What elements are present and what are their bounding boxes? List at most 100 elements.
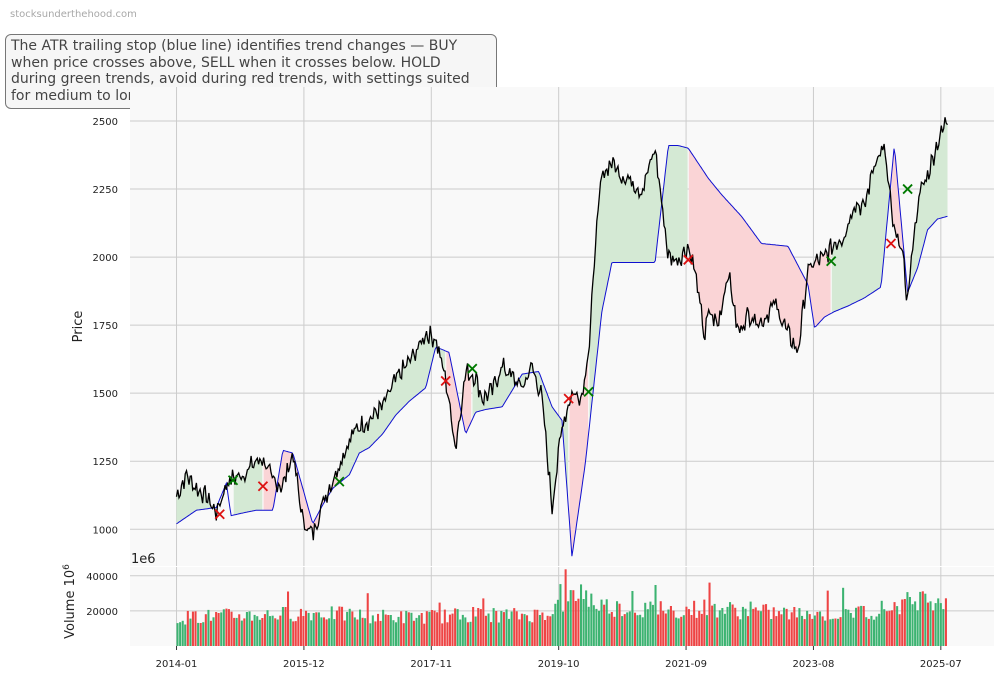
- volume-bar: [279, 615, 282, 646]
- volume-bar: [297, 616, 300, 646]
- volume-bar: [474, 616, 477, 646]
- volume-bar: [284, 607, 287, 646]
- volume-bar: [834, 618, 837, 646]
- volume-bar: [587, 606, 590, 646]
- price-tick-label: 1500: [93, 389, 118, 400]
- volume-bar: [926, 602, 929, 646]
- volume-bar: [338, 606, 341, 646]
- volume-bar: [911, 604, 914, 646]
- volume-bar: [482, 598, 485, 646]
- x-tick-label: 2025-07: [920, 659, 962, 670]
- price-tick-label: 1750: [93, 321, 118, 332]
- volume-bar: [803, 619, 806, 646]
- volume-bar: [682, 615, 685, 646]
- volume-bar: [772, 607, 775, 646]
- price-panel: 1000 1250 1500 1750 2000 2250 2500 Price: [71, 87, 994, 566]
- volume-axis-label: Volume 106: [62, 564, 78, 639]
- volume-bar: [410, 612, 413, 646]
- sell-signal-marker: [683, 254, 694, 265]
- volume-bar: [276, 619, 279, 646]
- volume-bar: [325, 619, 328, 646]
- volume-bar: [729, 602, 732, 646]
- volume-bar: [248, 611, 251, 646]
- volume-bar: [533, 609, 536, 646]
- volume-bar: [613, 616, 616, 646]
- volume-bar: [592, 605, 595, 646]
- volume-bar: [348, 608, 351, 646]
- volume-bar: [292, 621, 295, 646]
- volume-bar: [626, 612, 629, 646]
- volume-bar: [225, 608, 228, 646]
- volume-bar: [685, 606, 688, 646]
- x-tick-labels: 2014-01 2015-12 2017-11 2019-10 2021-09 2023-…: [156, 646, 962, 670]
- volume-bar: [251, 620, 254, 646]
- volume-tick-labels: 20000 40000: [86, 572, 118, 618]
- volume-bar: [765, 604, 768, 646]
- x-tick-label: 2017-11: [410, 659, 452, 670]
- volume-bar: [523, 614, 526, 646]
- volume-bar: [651, 604, 654, 646]
- buy-signal-marker: [826, 256, 837, 267]
- volume-bar: [726, 606, 729, 646]
- volume-bar: [880, 600, 883, 646]
- volume-bar: [644, 602, 647, 646]
- volume-bar: [464, 617, 467, 646]
- volume-bar: [888, 610, 891, 646]
- volume-bar: [320, 617, 323, 646]
- buy-signal-marker: [902, 183, 913, 195]
- volume-bar: [641, 617, 644, 646]
- volume-bar: [577, 598, 580, 646]
- volume-bar: [664, 613, 667, 646]
- volume-bar: [754, 607, 757, 646]
- volume-bar: [379, 620, 382, 646]
- bear-trend-fill: [891, 148, 907, 301]
- volume-bar: [821, 616, 824, 646]
- volume-bar: [346, 611, 349, 646]
- volume-bar: [595, 608, 598, 646]
- volume-bar: [356, 619, 359, 646]
- volume-bar: [209, 620, 212, 646]
- volume-bar: [687, 609, 690, 646]
- marker-stroke: [902, 183, 913, 195]
- volume-bar: [934, 603, 937, 646]
- volume-axis-exponent: 6: [62, 564, 72, 570]
- volume-bar: [747, 616, 750, 646]
- volume-bar: [826, 590, 829, 646]
- volume-bar: [191, 611, 194, 646]
- volume-bar: [549, 616, 552, 646]
- volume-bar: [515, 611, 518, 646]
- volume-bar: [744, 608, 747, 646]
- volume-bar: [341, 606, 344, 646]
- buy-signal-marker: [334, 476, 345, 487]
- volume-bar: [261, 618, 264, 646]
- volume-tick-label: 40000: [86, 572, 118, 583]
- volume-bar: [294, 621, 297, 646]
- buy-signal-marker: [583, 386, 594, 397]
- x-tick-label: 2019-10: [538, 659, 580, 670]
- volume-bar: [801, 615, 804, 646]
- volume-bar: [312, 613, 315, 646]
- volume-bar: [929, 601, 932, 646]
- volume-bar: [227, 609, 230, 646]
- volume-bar: [916, 610, 919, 646]
- volume-bar: [700, 613, 703, 646]
- volume-bar: [603, 604, 606, 646]
- volume-bar: [618, 603, 621, 646]
- volume-bar: [448, 614, 451, 646]
- volume-bar: [508, 618, 511, 646]
- volume-bar: [235, 617, 238, 646]
- volume-bar: [770, 619, 773, 646]
- volume-bar: [798, 608, 801, 646]
- volume-bar: [921, 591, 924, 646]
- volume-bar: [649, 601, 652, 646]
- volume-bar: [767, 609, 770, 646]
- volume-bar: [667, 609, 670, 646]
- volume-bar: [343, 620, 346, 646]
- volume-bar: [181, 620, 184, 646]
- volume-bar: [333, 619, 336, 646]
- buy-signal-marker: [227, 475, 239, 486]
- volume-bar: [901, 599, 904, 646]
- volume-bar: [305, 610, 308, 646]
- volume-bar: [351, 611, 354, 646]
- volume-bar: [317, 612, 320, 646]
